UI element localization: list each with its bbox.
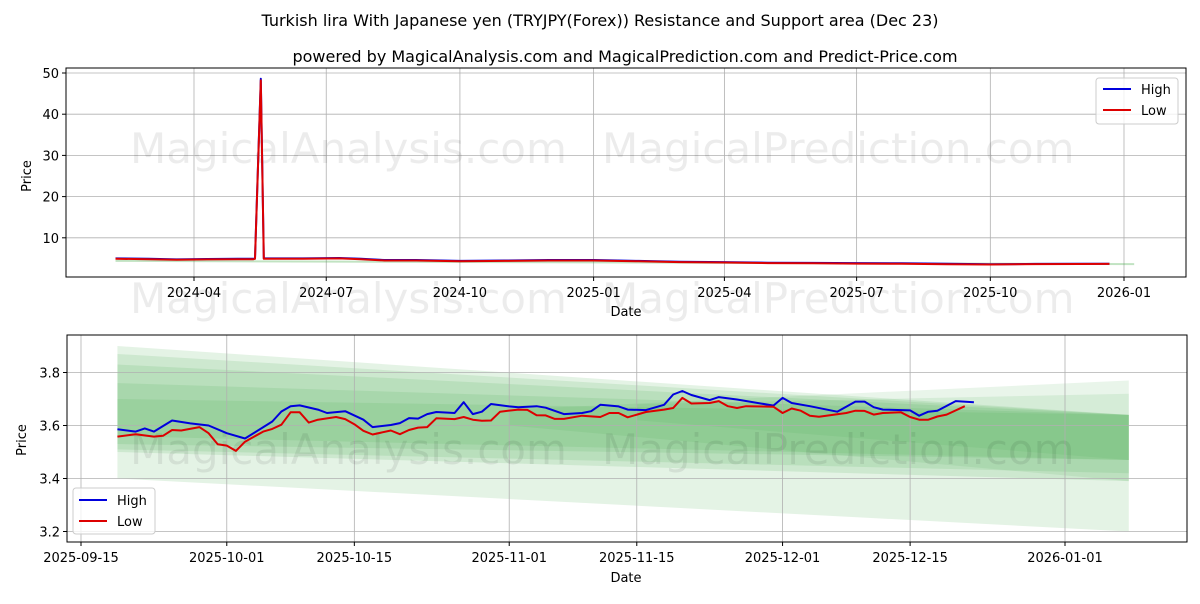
y-tick-label: 3.2 [39, 526, 60, 541]
top-plot-frame [65, 67, 1187, 278]
low-series-line [117, 396, 966, 452]
support-resistance-band [117, 383, 1129, 460]
legend-high-label: High [1141, 83, 1171, 98]
watermark: MagicalPrediction.com [602, 124, 1075, 173]
x-tick-label: 2024-07 [299, 286, 353, 301]
legend-low-label: Low [117, 515, 143, 530]
x-tick-label: 2025-01 [566, 286, 620, 301]
watermark: MagicalAnalysis.com [130, 274, 567, 323]
watermark: MagicalPrediction.com [602, 425, 1075, 474]
x-tick-label: 2025-12-01 [745, 551, 821, 566]
x-tick-label: 2025-11-15 [599, 551, 675, 566]
bottom-y-axis-label: Price [15, 424, 30, 456]
watermark: MagicalAnalysis.com [130, 124, 567, 173]
x-tick-label: 2024-10 [433, 286, 487, 301]
bottom-legend: High Low [72, 487, 156, 535]
x-tick-label: 2025-10 [963, 286, 1017, 301]
support-resistance-band [636, 393, 1129, 460]
y-tick-label: 20 [42, 191, 59, 206]
y-tick-label: 3.4 [39, 473, 60, 488]
support-resistance-band [117, 364, 1129, 474]
y-tick-label: 3.8 [39, 367, 60, 382]
x-tick-label: 2026-01 [1097, 286, 1151, 301]
bottom-x-axis-label: Date [610, 571, 641, 586]
legend-high-label: High [117, 494, 147, 509]
x-tick-label: 2025-09-15 [43, 551, 119, 566]
figure-subtitle: powered by MagicalAnalysis.com and Magic… [292, 47, 957, 66]
top-legend: High Low [1095, 77, 1179, 125]
watermark: MagicalPrediction.com [602, 274, 1075, 323]
x-tick-label: 2026-01-01 [1027, 551, 1103, 566]
high-series-line [117, 390, 974, 440]
top-x-axis-label: Date [610, 305, 641, 320]
top-chart: MagicalAnalysis.com MagicalPrediction.co… [20, 67, 1187, 323]
x-tick-label: 2025-10-15 [317, 551, 393, 566]
support-resistance-band [117, 346, 1129, 532]
legend-low-label: Low [1141, 104, 1167, 119]
bottom-plot-frame [66, 334, 1188, 543]
support-resistance-band [117, 353, 1129, 482]
y-tick-label: 30 [42, 149, 59, 164]
x-tick-label: 2025-04 [697, 286, 751, 301]
x-tick-label: 2025-10-01 [189, 551, 265, 566]
bottom-chart: MagicalAnalysis.com MagicalPrediction.co… [15, 334, 1188, 586]
y-tick-label: 50 [42, 67, 59, 82]
top-y-axis-label: Price [20, 160, 35, 192]
watermark: MagicalAnalysis.com [130, 425, 567, 474]
low-series-line [115, 79, 1110, 266]
figure-title: Turkish lira With Japanese yen (TRYJPY(F… [260, 11, 938, 30]
x-tick-label: 2025-07 [829, 286, 883, 301]
x-tick-label: 2025-11-01 [471, 551, 547, 566]
x-tick-label: 2025-12-15 [872, 551, 948, 566]
y-tick-label: 3.6 [39, 420, 60, 435]
y-tick-label: 40 [42, 108, 59, 123]
x-tick-label: 2024-04 [167, 286, 221, 301]
y-tick-label: 10 [42, 232, 59, 247]
